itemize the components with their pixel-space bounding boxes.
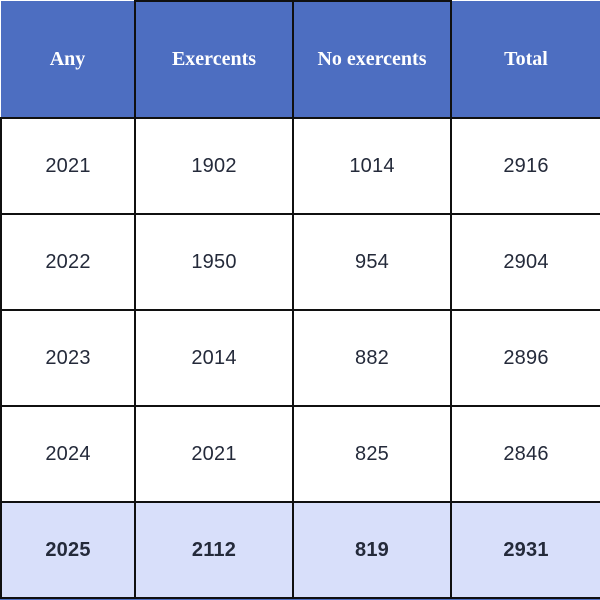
total-cell: 2896 xyxy=(450,309,600,407)
exercents-cell: 1902 xyxy=(134,117,294,215)
header-cell-any: Any xyxy=(1,1,136,119)
exercents-cell: 2014 xyxy=(134,309,294,407)
table-row-2021: 2021 1902 1014 2916 xyxy=(0,117,600,215)
no-exercents-cell: 1014 xyxy=(292,117,452,215)
header-cell-total: Total xyxy=(450,1,600,119)
table-row-2025-highlighted: 2025 2112 819 2931 xyxy=(0,501,600,599)
total-cell: 2916 xyxy=(450,117,600,215)
no-exercents-cell: 819 xyxy=(292,501,452,599)
header-cell-no-exercents: No exercents xyxy=(292,0,452,119)
exercents-cell: 2112 xyxy=(134,501,294,599)
header-cell-exercents: Exercents xyxy=(134,0,294,119)
table-row-2023: 2023 2014 882 2896 xyxy=(0,309,600,407)
table-row-2022: 2022 1950 954 2904 xyxy=(0,213,600,311)
year-cell: 2023 xyxy=(0,309,136,407)
table-header-row: Any Exercents No exercents Total xyxy=(1,0,600,119)
year-cell: 2025 xyxy=(0,501,136,599)
table-row-2024: 2024 2021 825 2846 xyxy=(0,405,600,503)
exercents-cell: 1950 xyxy=(134,213,294,311)
total-cell: 2846 xyxy=(450,405,600,503)
exercents-cell: 2021 xyxy=(134,405,294,503)
total-cell: 2931 xyxy=(450,501,600,599)
total-cell: 2904 xyxy=(450,213,600,311)
no-exercents-cell: 954 xyxy=(292,213,452,311)
year-cell: 2022 xyxy=(0,213,136,311)
no-exercents-cell: 882 xyxy=(292,309,452,407)
year-cell: 2024 xyxy=(0,405,136,503)
year-cell: 2021 xyxy=(0,117,136,215)
no-exercents-cell: 825 xyxy=(292,405,452,503)
